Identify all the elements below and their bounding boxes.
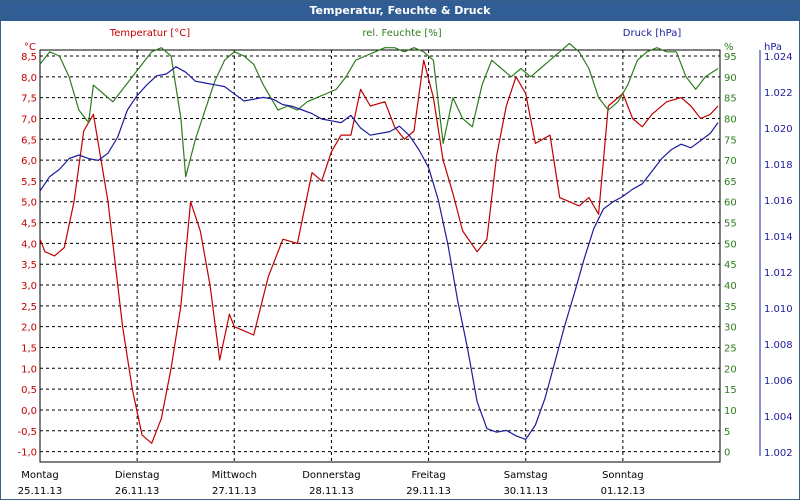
temperature-tick-label: 5,0 bbox=[21, 198, 37, 209]
temperature-tick-label: 3,0 bbox=[21, 281, 37, 292]
humidity-tick-label: 60 bbox=[724, 198, 737, 209]
date-tick-label: 27.11.13 bbox=[212, 486, 257, 497]
day-tick-label: Freitag bbox=[411, 470, 445, 481]
humidity-tick-label: 25 bbox=[724, 343, 737, 354]
temperature-tick-label: 7,0 bbox=[21, 114, 37, 125]
temperature-tick-label: -1,0 bbox=[17, 448, 37, 459]
temperature-tick-label: 1,0 bbox=[21, 364, 37, 375]
date-tick-label: 01.12.13 bbox=[601, 486, 646, 497]
humidity-tick-label: 15 bbox=[724, 385, 737, 396]
pressure-tick-label: 1.018 bbox=[764, 160, 793, 171]
humidity-tick-label: 95 bbox=[724, 52, 737, 63]
temperature-tick-label: 0,5 bbox=[21, 385, 37, 396]
pressure-tick-label: 1.010 bbox=[764, 304, 793, 315]
humidity-tick-label: 55 bbox=[724, 219, 737, 230]
window-title: Temperatur, Feuchte & Druck bbox=[1, 1, 799, 21]
pressure-tick-label: 1.012 bbox=[764, 268, 793, 279]
pressure-series-label: Druck [hPa] bbox=[623, 28, 682, 39]
grid bbox=[39, 49, 721, 463]
day-tick-label: Donnerstag bbox=[302, 470, 360, 481]
humidity-unit: % bbox=[724, 42, 734, 53]
humidity-tick-label: 70 bbox=[724, 156, 737, 167]
temperature-tick-label: 6,0 bbox=[21, 156, 37, 167]
axis-layer: 8,5 8,0 7,5 7,0 6,5 6,0 5,5 5,0 4,5 4,0 3,5 3,0 2,5 2… bbox=[17, 50, 793, 497]
humidity-tick-label: 5 bbox=[724, 427, 730, 438]
day-tick-label: Mittwoch bbox=[212, 470, 257, 481]
temperature-tick-label: 8,5 bbox=[21, 52, 37, 63]
pressure-tick-label: 1.002 bbox=[764, 448, 793, 459]
temperature-tick-label: 8,0 bbox=[21, 73, 37, 84]
humidity-tick-label: 30 bbox=[724, 323, 737, 334]
temperature-unit: °C bbox=[24, 42, 36, 53]
pressure-tick-label: 1.020 bbox=[764, 124, 793, 135]
humidity-tick-label: 10 bbox=[724, 406, 737, 417]
day-tick-label: Dienstag bbox=[115, 470, 160, 481]
temperature-tick-label: 7,5 bbox=[21, 94, 37, 105]
temperature-series-label: Temperatur [°C] bbox=[109, 28, 190, 39]
temperature-tick-label: 3,5 bbox=[21, 260, 37, 271]
temperature-tick-label: 6,5 bbox=[21, 135, 37, 146]
pressure-tick-label: 1.016 bbox=[764, 196, 793, 207]
humidity-tick-label: 0 bbox=[724, 448, 730, 459]
temperature-tick-label: 0,0 bbox=[21, 406, 37, 417]
humidity-series-line bbox=[39, 42, 719, 178]
series-layer bbox=[39, 42, 719, 444]
date-tick-label: 28.11.13 bbox=[309, 486, 354, 497]
pressure-tick-label: 1.006 bbox=[764, 376, 793, 387]
humidity-tick-label: 35 bbox=[724, 302, 737, 313]
humidity-tick-label: 65 bbox=[724, 177, 737, 188]
humidity-tick-label: 85 bbox=[724, 94, 737, 105]
pressure-unit: hPa bbox=[764, 42, 782, 53]
humidity-tick-label: 45 bbox=[724, 260, 737, 271]
temperature-tick-label: 2,0 bbox=[21, 323, 37, 334]
humidity-tick-label: 90 bbox=[724, 73, 737, 84]
humidity-tick-label: 75 bbox=[724, 135, 737, 146]
pressure-tick-label: 1.014 bbox=[764, 232, 793, 243]
pressure-tick-label: 1.024 bbox=[764, 52, 793, 63]
temperature-tick-label: 1,5 bbox=[21, 343, 37, 354]
date-tick-label: 29.11.13 bbox=[406, 486, 451, 497]
pressure-tick-label: 1.022 bbox=[764, 88, 793, 99]
humidity-series-label: rel. Feuchte [%] bbox=[362, 28, 441, 39]
date-tick-label: 26.11.13 bbox=[115, 486, 160, 497]
pressure-tick-label: 1.008 bbox=[764, 340, 793, 351]
day-tick-label: Samstag bbox=[504, 470, 548, 481]
humidity-tick-label: 50 bbox=[724, 239, 737, 250]
humidity-tick-label: 40 bbox=[724, 281, 737, 292]
humidity-tick-label: 20 bbox=[724, 364, 737, 375]
temperature-series-line bbox=[39, 59, 719, 444]
temperature-tick-label: -0,5 bbox=[17, 427, 37, 438]
pressure-tick-label: 1.004 bbox=[764, 412, 793, 423]
humidity-tick-label: 80 bbox=[724, 114, 737, 125]
temperature-tick-label: 4,5 bbox=[21, 219, 37, 230]
temperature-tick-label: 2,5 bbox=[21, 302, 37, 313]
date-tick-label: 30.11.13 bbox=[503, 486, 548, 497]
temperature-tick-label: 4,0 bbox=[21, 239, 37, 250]
date-tick-label: 25.11.13 bbox=[18, 486, 63, 497]
pressure-series-line bbox=[39, 66, 719, 440]
day-tick-label: Sonntag bbox=[602, 470, 644, 481]
day-tick-label: Montag bbox=[21, 470, 58, 481]
temperature-tick-label: 5,5 bbox=[21, 177, 37, 188]
plot-border bbox=[39, 49, 721, 463]
